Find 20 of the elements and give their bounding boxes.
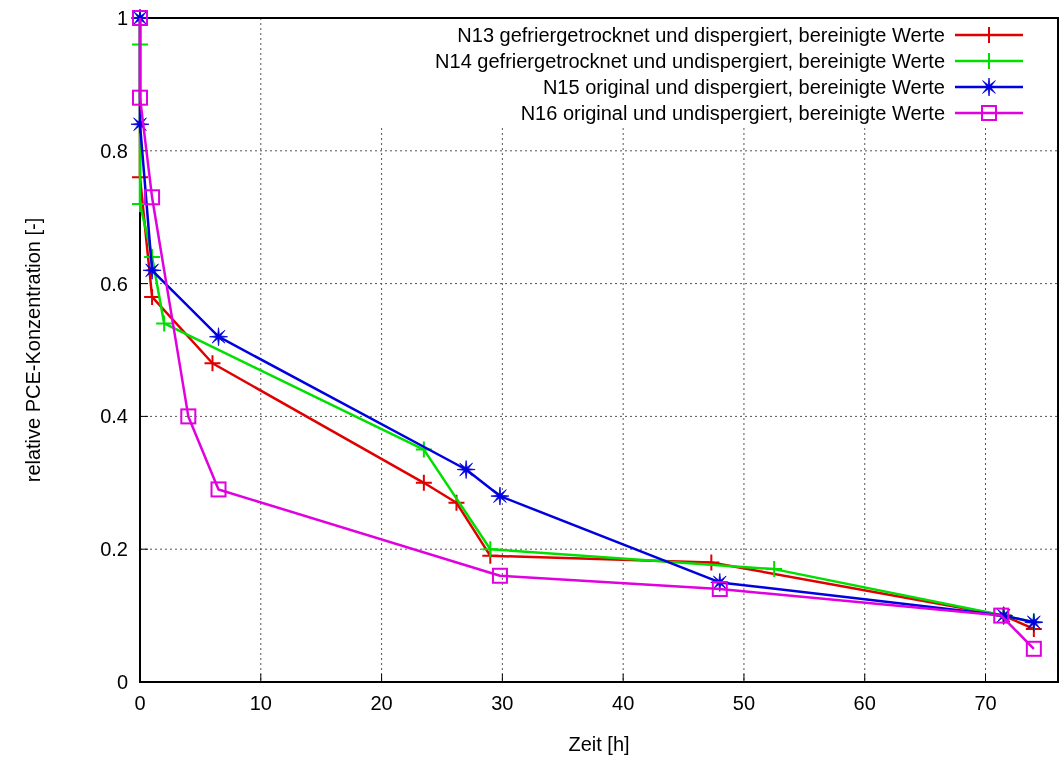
x-tick-label: 10 (249, 692, 272, 714)
x-tick-label: 20 (370, 692, 393, 714)
x-axis-title: Zeit [h] (568, 733, 630, 755)
y-axis-title: relative PCE-Konzentration [-] (22, 217, 44, 483)
y-tick-label: 0.6 (100, 272, 128, 295)
legend-label: N16 original und undispergiert, bereinigte Werte (520, 102, 945, 124)
x-tick-label: 60 (853, 692, 876, 714)
y-tick-label: 0.8 (100, 139, 128, 162)
y-tick-label: 1 (116, 7, 128, 29)
legend-label: N13 gefriergetrocknet und dispergiert, bereinigte Werte (457, 24, 945, 46)
x-tick-label: 30 (491, 692, 514, 714)
y-tick-label: 0.2 (100, 538, 128, 561)
legend-label: N15 original und dispergiert, bereinigte Werte (542, 76, 945, 98)
x-tick-label: 0 (134, 692, 146, 714)
y-tick-label: 0 (116, 671, 128, 693)
x-tick-label: 50 (732, 692, 756, 714)
legend-label: N14 gefriergetrocknet und undispergiert, bereinigte Werte (435, 50, 945, 72)
y-tick-label: 0.4 (100, 405, 128, 428)
x-tick-label: 40 (612, 692, 635, 714)
x-tick-label: 70 (974, 692, 997, 714)
